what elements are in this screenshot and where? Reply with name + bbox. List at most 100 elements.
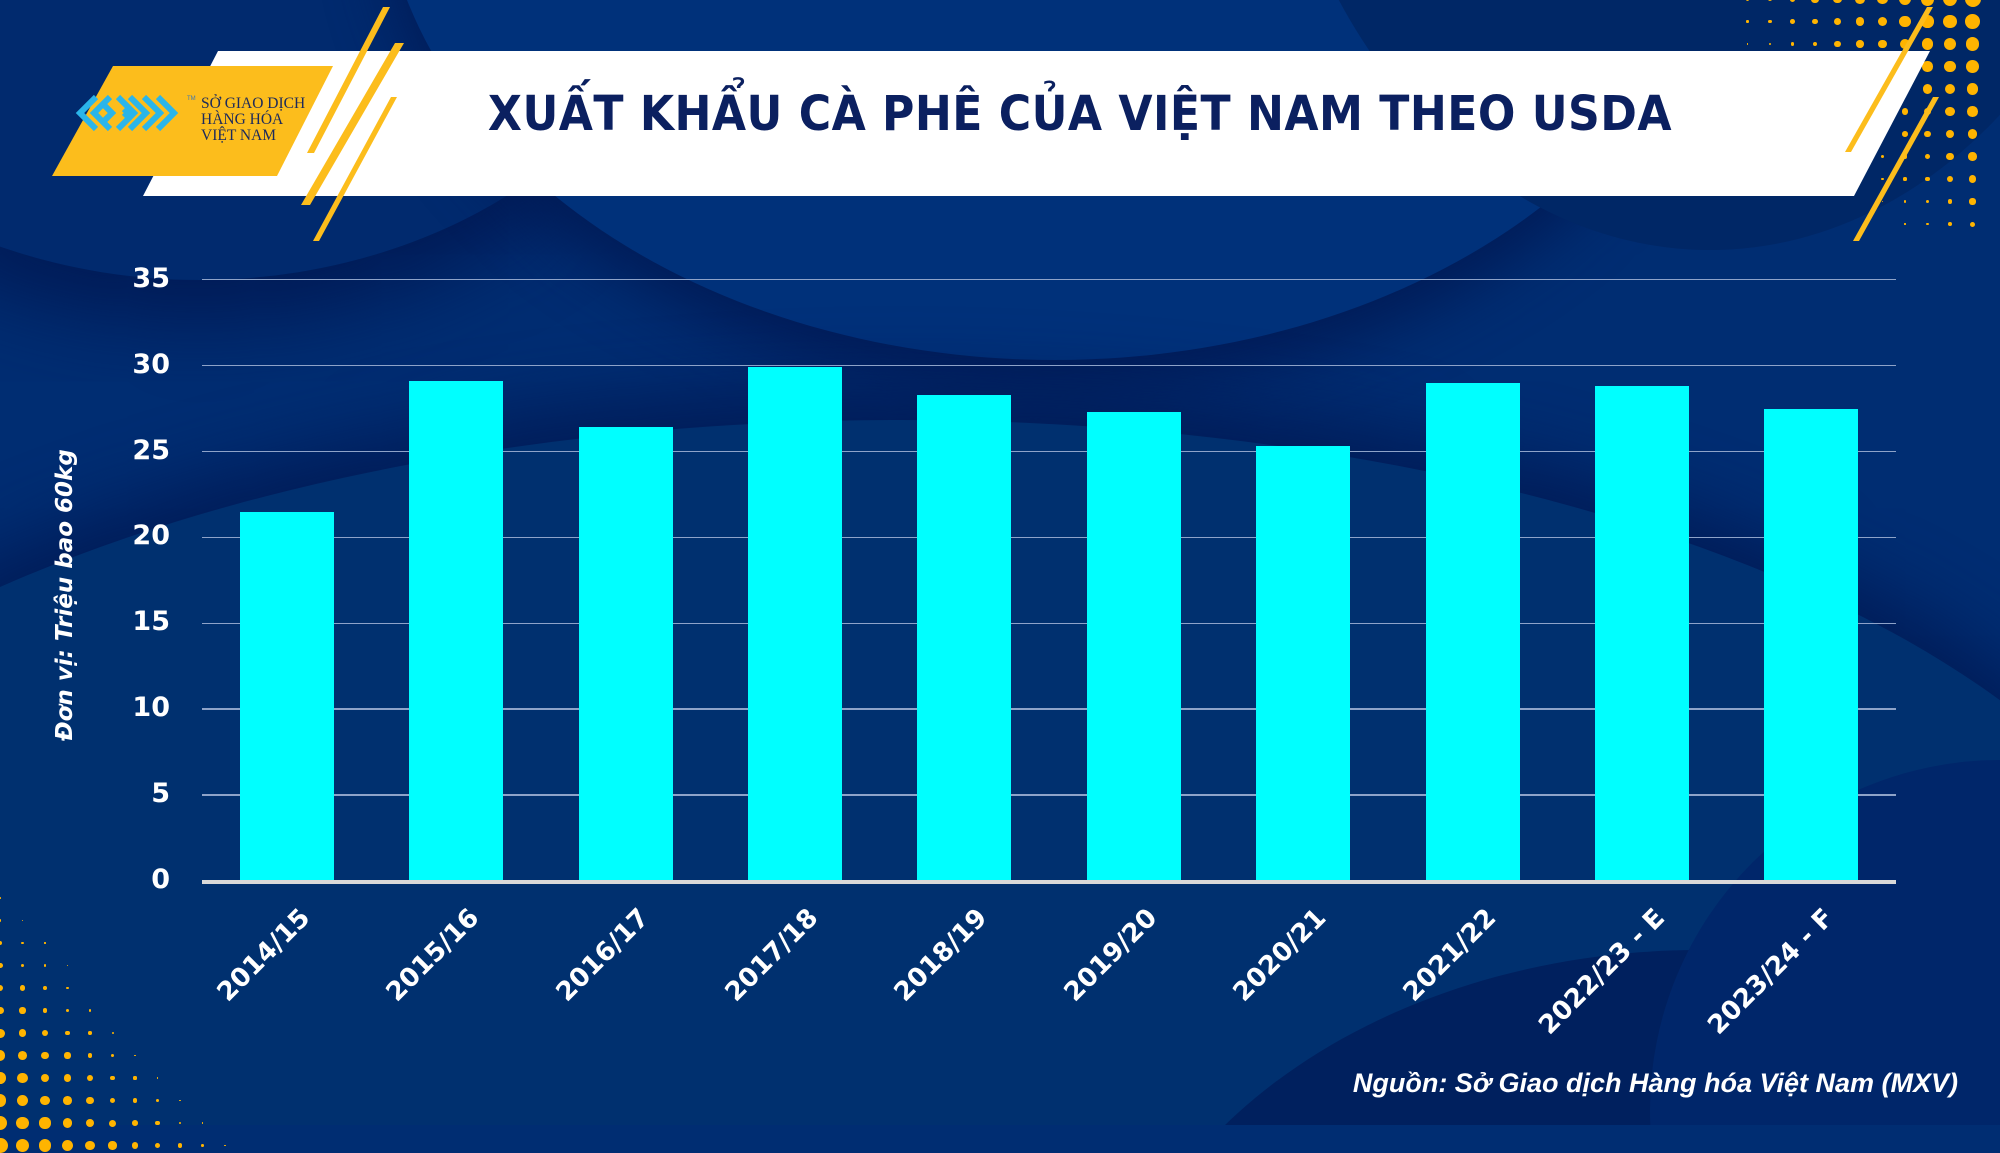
decorative-dot: [1881, 177, 1884, 181]
bar-2018-19: [917, 394, 1012, 881]
header-banner: [52, 7, 1939, 241]
decorative-dot: [156, 1099, 159, 1102]
gridline: [202, 278, 1896, 281]
decorative-dot: [1855, 0, 1865, 4]
decorative-dot: [19, 985, 26, 991]
decorative-dot: [134, 1054, 136, 1057]
bar-2014-15: [239, 511, 334, 881]
y-tick-label: 35: [132, 262, 170, 294]
decorative-dot: [1969, 198, 1976, 205]
source-note: Nguồn: Sở Giao dịch Hàng hóa Việt Nam (M…: [1352, 1068, 1958, 1098]
decorative-dot: [21, 941, 24, 945]
logo-line: HÀNG HÓA: [201, 111, 284, 128]
decorative-dot: [86, 1096, 94, 1105]
decorative-dot: [132, 1098, 138, 1103]
accent-stripe: [301, 43, 404, 205]
bar-chart: Đơn vị: Triệu bao 60kg 0 5 10 15 20 25 30 35 201…: [52, 262, 1896, 1041]
x-axis-line: [202, 880, 1896, 884]
decorative-dot: [17, 1072, 28, 1084]
decorative-dot: [61, 1139, 74, 1152]
decorative-dot: [131, 1142, 139, 1149]
decorative-dot: [110, 1053, 115, 1058]
bar-2015-16: [409, 381, 504, 881]
x-tick-label: 2014/15: [211, 903, 316, 1008]
x-tick-label: 2018/19: [888, 903, 994, 1008]
gridline: [202, 536, 1896, 539]
decorative-dot: [1947, 176, 1953, 182]
decorative-dot: [1924, 153, 1931, 160]
decorative-dot: [224, 1144, 226, 1147]
decorative-dot: [154, 1142, 161, 1149]
bar-2022-23-e: [1594, 386, 1689, 881]
decorative-dot: [1945, 129, 1955, 139]
decorative-dot: [109, 1097, 116, 1104]
bar-2020-21: [1256, 446, 1351, 881]
decorative-dot: [1834, 40, 1841, 48]
decorative-dot: [65, 1008, 70, 1013]
bar-2021-22: [1425, 382, 1520, 881]
x-tick-label: 2015/16: [380, 903, 486, 1008]
decorative-dot: [1899, 15, 1911, 28]
decorative-dot: [108, 1141, 117, 1150]
decorative-dot: [1812, 41, 1818, 47]
decorative-dot: [63, 1074, 72, 1082]
x-tick-label: 2019/20: [1058, 903, 1163, 1008]
y-tick-label: 25: [132, 434, 170, 466]
y-tick-label: 0: [151, 864, 170, 895]
decorative-dot: [1880, 154, 1885, 159]
decorative-dot: [1881, 200, 1883, 202]
decorative-dot: [1964, 0, 1981, 7]
decorative-dot: [1898, 0, 1912, 6]
decorative-dot: [85, 1140, 95, 1151]
decorative-dot: [43, 964, 47, 967]
logo-line: VIỆT NAM: [201, 127, 277, 144]
decorative-dot: [1943, 14, 1957, 29]
decorative-dot: [1968, 152, 1977, 161]
decorative-dot: [1925, 199, 1930, 204]
y-tick-label: 20: [132, 520, 170, 552]
logo-trademark: TM: [187, 96, 196, 102]
decorative-dot: [87, 1053, 93, 1058]
decorative-dot: [178, 1121, 182, 1125]
accent-stripe: [313, 97, 397, 241]
logo-line: SỞ GIAO DỊCH: [201, 95, 306, 112]
decorative-dot: [1922, 84, 1933, 94]
x-tick-label: 2021/22: [1397, 903, 1502, 1008]
decorative-dot: [132, 1120, 138, 1126]
decorative-dot: [42, 1008, 48, 1013]
decorative-dot: [0, 1072, 6, 1084]
decorative-dot: [0, 1050, 6, 1061]
decorative-dot: [179, 1099, 181, 1102]
decorative-dot: [63, 1096, 72, 1105]
x-tick-label: 2020/21: [1227, 903, 1333, 1008]
decorative-dot: [201, 1122, 204, 1124]
decorative-dot: [1746, 20, 1749, 23]
decorative-dot: [20, 963, 25, 968]
decorative-dot: [133, 1076, 137, 1080]
decorative-dot: [1943, 37, 1957, 51]
decorative-dot: [1767, 0, 1773, 2]
decorative-dot: [0, 941, 2, 945]
decorative-dot: [1901, 108, 1909, 115]
bar-2017-18: [747, 367, 842, 881]
decorative-dot: [21, 919, 24, 922]
decorative-dot: [41, 1029, 49, 1037]
accent-stripe: [1845, 7, 1933, 152]
decorative-dot: [87, 1075, 93, 1081]
gridline: [202, 450, 1896, 453]
decorative-dot: [0, 1094, 7, 1107]
decorative-dot: [1920, 0, 1935, 6]
decorative-dot: [1877, 16, 1888, 27]
decorative-dot: [1833, 0, 1842, 4]
bar-2023-24-f: [1764, 408, 1859, 881]
decorative-dot: [15, 1138, 30, 1153]
decorative-dot: [16, 1094, 29, 1107]
gridline: [202, 708, 1896, 710]
decorative-dot: [0, 919, 2, 922]
decorative-dot: [44, 942, 46, 944]
decorative-dot: [0, 897, 1, 899]
accent-stripe: [307, 7, 390, 153]
decorative-dot: [1965, 14, 1980, 29]
decorative-dot: [1965, 37, 1980, 51]
accent-stripe: [1853, 97, 1939, 241]
